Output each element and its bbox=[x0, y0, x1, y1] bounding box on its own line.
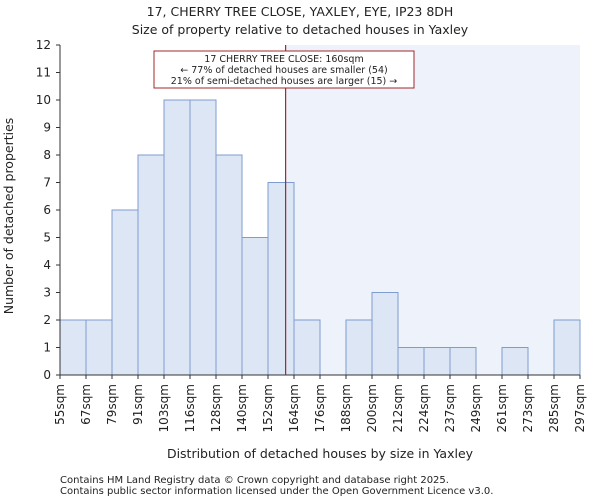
x-tick-label: 67sqm bbox=[79, 384, 93, 425]
chart-title-line1: 17, CHERRY TREE CLOSE, YAXLEY, EYE, IP23… bbox=[147, 4, 454, 19]
x-tick-label: 212sqm bbox=[391, 384, 405, 432]
x-tick-label: 128sqm bbox=[209, 384, 223, 432]
x-tick-label: 164sqm bbox=[287, 384, 301, 432]
x-tick-label: 297sqm bbox=[573, 384, 587, 432]
footer-line2: Contains public sector information licen… bbox=[60, 486, 493, 497]
y-tick-label: 12 bbox=[36, 38, 51, 52]
bar-128sqm bbox=[216, 155, 242, 375]
y-tick-label: 4 bbox=[43, 258, 51, 272]
bar-188sqm bbox=[346, 320, 372, 375]
bar-55sqm bbox=[60, 320, 86, 375]
x-tick-label: 200sqm bbox=[365, 384, 379, 432]
bar-212sqm bbox=[398, 348, 424, 376]
bar-164sqm bbox=[294, 320, 320, 375]
bar-152sqm bbox=[268, 183, 294, 376]
bar-261sqm bbox=[502, 348, 528, 376]
y-tick-label: 9 bbox=[43, 121, 51, 135]
bar-79sqm bbox=[112, 210, 138, 375]
y-tick-label: 10 bbox=[36, 93, 51, 107]
bar-285sqm bbox=[554, 320, 580, 375]
bar-237sqm bbox=[450, 348, 476, 376]
annotation-line2: ← 77% of detached houses are smaller (54… bbox=[180, 65, 387, 76]
x-tick-label: 140sqm bbox=[235, 384, 249, 432]
y-axis-label: Number of detached properties bbox=[1, 118, 16, 315]
larger-region-shading bbox=[286, 45, 580, 375]
y-tick-label: 1 bbox=[43, 341, 51, 355]
x-tick-label: 285sqm bbox=[547, 384, 561, 432]
bar-200sqm bbox=[372, 293, 398, 376]
x-tick-label: 224sqm bbox=[417, 384, 431, 432]
annotation-line3: 21% of semi-detached houses are larger (… bbox=[171, 76, 398, 87]
bar-91sqm bbox=[138, 155, 164, 375]
bar-67sqm bbox=[86, 320, 112, 375]
y-tick-label: 8 bbox=[43, 148, 51, 162]
bar-140sqm bbox=[242, 238, 268, 376]
x-tick-label: 237sqm bbox=[443, 384, 457, 432]
plot-area: 012345678910111255sqm67sqm79sqm91sqm103s… bbox=[36, 38, 587, 432]
bar-224sqm bbox=[424, 348, 450, 376]
bar-116sqm bbox=[190, 100, 216, 375]
x-tick-label: 55sqm bbox=[53, 384, 67, 425]
x-tick-label: 152sqm bbox=[261, 384, 275, 432]
x-tick-label: 249sqm bbox=[469, 384, 483, 432]
x-axis-label: Distribution of detached houses by size … bbox=[167, 446, 474, 461]
y-tick-label: 0 bbox=[43, 368, 51, 382]
y-tick-label: 11 bbox=[36, 66, 51, 80]
histogram-chart: 17, CHERRY TREE CLOSE, YAXLEY, EYE, IP23… bbox=[0, 0, 600, 500]
x-tick-label: 79sqm bbox=[105, 384, 119, 425]
x-tick-label: 188sqm bbox=[339, 384, 353, 432]
x-tick-label: 103sqm bbox=[157, 384, 171, 432]
x-tick-label: 91sqm bbox=[131, 384, 145, 425]
x-tick-label: 176sqm bbox=[313, 384, 327, 432]
chart-title-line2: Size of property relative to detached ho… bbox=[132, 22, 469, 37]
y-tick-label: 7 bbox=[43, 176, 51, 190]
x-tick-label: 116sqm bbox=[183, 384, 197, 432]
x-tick-label: 261sqm bbox=[495, 384, 509, 432]
x-tick-label: 273sqm bbox=[521, 384, 535, 432]
y-tick-label: 6 bbox=[43, 203, 51, 217]
y-tick-label: 2 bbox=[43, 313, 51, 327]
y-tick-label: 3 bbox=[43, 286, 51, 300]
footer-line1: Contains HM Land Registry data © Crown c… bbox=[60, 475, 449, 486]
y-tick-label: 5 bbox=[43, 231, 51, 245]
annotation-line1: 17 CHERRY TREE CLOSE: 160sqm bbox=[204, 54, 363, 65]
bar-103sqm bbox=[164, 100, 190, 375]
